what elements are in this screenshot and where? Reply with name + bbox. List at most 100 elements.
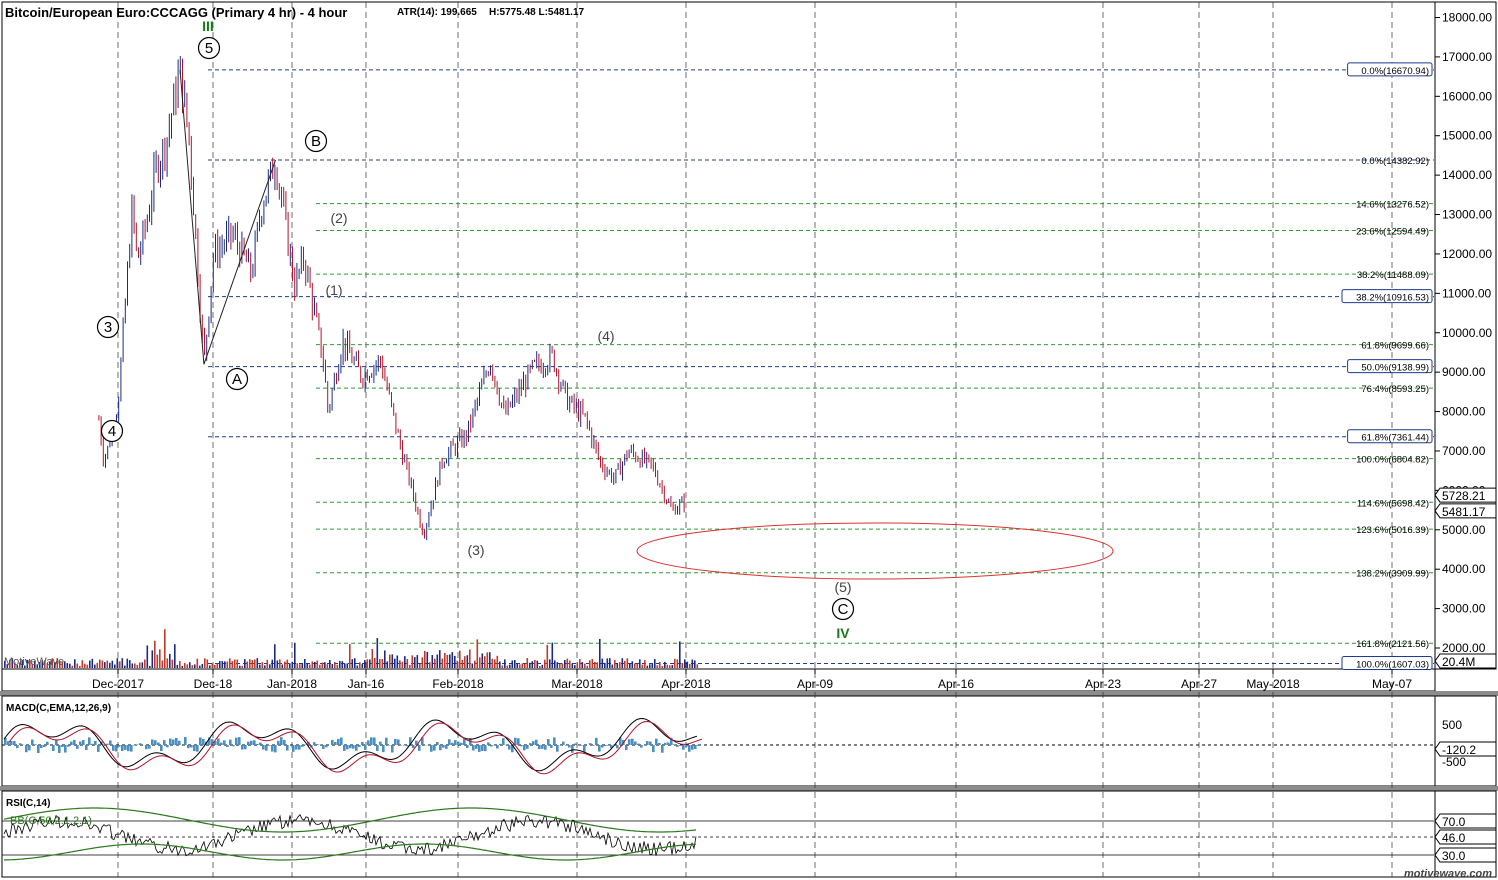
macd-hist-bar: [442, 745, 445, 748]
macd-hist-bar: [682, 745, 685, 750]
macd-value: -120.2: [1442, 743, 1476, 757]
volume-bar: [226, 661, 229, 668]
volume-bar: [656, 665, 659, 668]
macd-hist-bar: [571, 745, 574, 753]
fib-label: 100.0%(1607.03): [1356, 659, 1429, 670]
volume-bar: [206, 659, 209, 668]
macd-hist-bar: [529, 743, 532, 745]
macd-hist-bar: [64, 745, 67, 753]
macd-hist-bar: [610, 745, 613, 748]
wave-label: (3): [467, 542, 484, 558]
volume-bar: [104, 662, 106, 668]
volume-bar: [184, 663, 186, 668]
volume-bar: [251, 659, 254, 668]
fib-label: 23.6%(12594.49): [1356, 227, 1429, 238]
rsi-level-box: [1434, 829, 1497, 845]
macd-hist-bar: [355, 745, 358, 751]
macd-hist-bar: [316, 744, 319, 745]
macd-hist-bar: [25, 745, 28, 753]
macd-hist-bar: [523, 745, 526, 751]
macd-hist-bar: [40, 745, 43, 749]
volume-bar: [446, 654, 449, 668]
x-tick-label: Jan-16: [348, 677, 385, 691]
volume-bar: [156, 654, 159, 668]
macd-hist-bar: [271, 745, 274, 752]
macd-hist-bar: [322, 745, 325, 750]
volume-bar: [684, 659, 686, 668]
macd-hist-bar: [94, 741, 97, 745]
macd-hist-bar: [556, 745, 559, 752]
volume-bar: [549, 659, 551, 668]
y-tick-label: 13000.00: [1442, 208, 1492, 222]
price-axis[interactable]: [1434, 1, 1497, 670]
volume-bar: [96, 662, 99, 668]
volume-bar: [609, 658, 611, 668]
volume-bar: [71, 665, 74, 668]
volume-bar: [521, 663, 524, 668]
fib-label: 38.2%(10916.53): [1356, 293, 1429, 304]
volume-bar: [384, 650, 386, 668]
macd-hist-bar: [139, 743, 142, 745]
volume-bar: [276, 660, 279, 668]
volume-bar: [186, 664, 189, 668]
macd-hist-bar: [385, 737, 388, 745]
macd-hist-bar: [52, 745, 55, 752]
macd-hist-bar: [370, 737, 373, 745]
macd-hist-bar: [439, 745, 442, 751]
macd-hist-bar: [70, 741, 73, 745]
macd-value-box: [1434, 741, 1497, 757]
volume-bar: [564, 659, 566, 668]
volume-bar: [399, 660, 401, 668]
y-tick-label: 5000.00: [1442, 523, 1486, 537]
macd-hist-bar: [619, 737, 622, 745]
volume-bar: [151, 650, 154, 668]
volume-bar: [621, 658, 624, 668]
wave-label: C: [838, 601, 849, 618]
fib-label: 50.0%(9138.99): [1361, 363, 1429, 374]
volume-bar: [374, 657, 376, 668]
fib-label: 14.6%(13276.52): [1356, 200, 1429, 211]
volume-bar: [434, 658, 436, 668]
macd-hist-bar: [655, 738, 658, 745]
volume-bar: [286, 659, 289, 668]
volume-bar: [439, 650, 441, 668]
macd-hist-bar: [574, 743, 577, 745]
volume-bar: [351, 659, 354, 668]
macd-hist-bar: [475, 745, 478, 749]
price-panel[interactable]: [1, 1, 1436, 670]
volume-bar: [644, 660, 646, 668]
volume-bar: [181, 665, 184, 668]
volume-bar: [164, 629, 166, 668]
volume-bar: [616, 663, 619, 668]
wave-circle: [197, 36, 221, 60]
volume-bar: [79, 665, 81, 668]
macd-hist-bar: [283, 739, 286, 745]
macd-hist-bar: [19, 743, 22, 745]
wave-label: A: [232, 371, 242, 388]
fib-label: 138.2%(3909.99): [1356, 569, 1429, 580]
volume-bar: [359, 662, 361, 668]
volume-bar: [376, 638, 379, 668]
macd-panel[interactable]: [1, 695, 1436, 787]
fib-label: 0.0%(16670.94): [1361, 66, 1429, 77]
macd-hist-bar: [673, 744, 676, 745]
macd-hist-bar: [127, 745, 130, 752]
fib-label: 0.0%(14382.92): [1361, 156, 1429, 167]
macd-hist-bar: [220, 742, 223, 745]
volume-bar: [169, 653, 171, 668]
rsi-panel[interactable]: [1, 790, 1436, 878]
panel-separator: [0, 691, 1498, 696]
volume-bar: [309, 664, 311, 668]
volume-bar: [386, 661, 389, 668]
volume-bar: [626, 658, 629, 668]
price-candles: [98, 56, 685, 541]
volume-bar: [116, 658, 119, 668]
volume-bar: [666, 664, 669, 668]
volume-bar: [619, 662, 621, 668]
wave-label: (4): [597, 328, 614, 344]
macd-hist-bar: [634, 741, 637, 745]
y-tick-label: 12000.00: [1442, 247, 1492, 261]
macd-hist-bar: [616, 745, 619, 749]
volume-bar: [159, 649, 161, 668]
